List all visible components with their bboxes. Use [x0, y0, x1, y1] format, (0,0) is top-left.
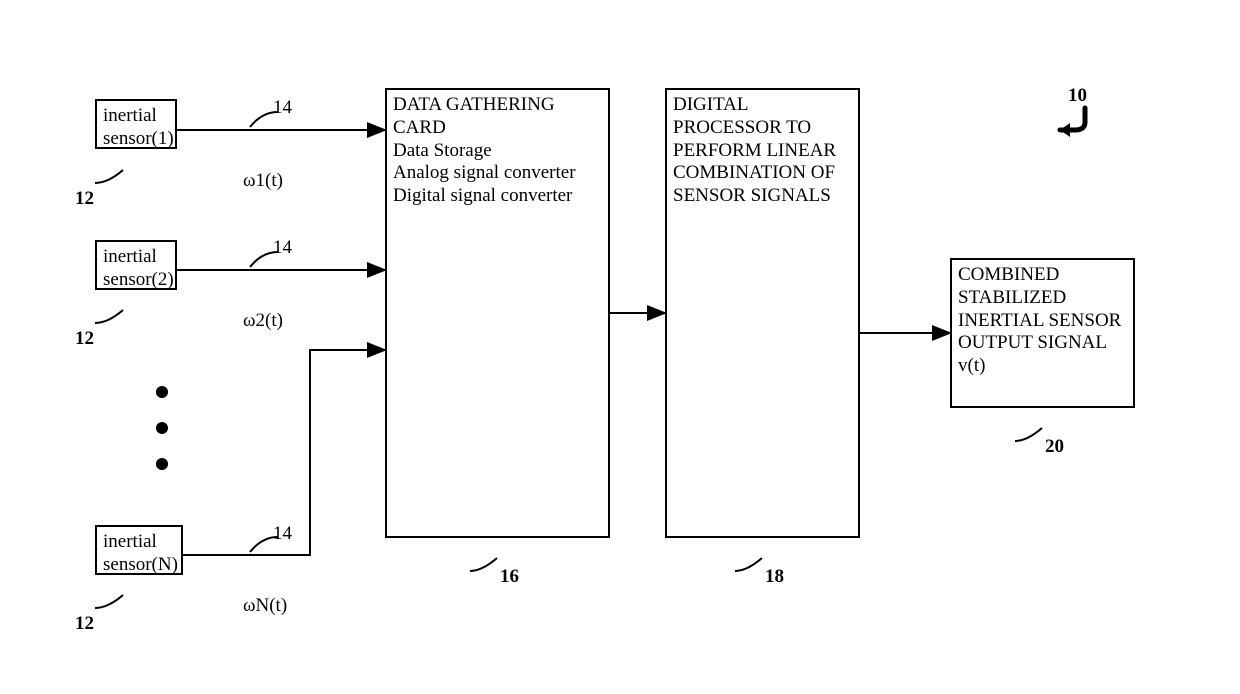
sensor-1-box: inertialsensor(1) — [95, 99, 177, 149]
sensor-ref-n: 12 — [75, 613, 94, 636]
ellipsis-dot-1 — [156, 386, 168, 398]
tick-12-n — [95, 595, 123, 608]
output-title: COMBINED STABILIZED INERTIAL SENSOR OUTP… — [958, 264, 1121, 353]
ellipsis-dot-2 — [156, 422, 168, 434]
data-card-ref: 16 — [500, 566, 519, 589]
data-card-line-0: Data Storage — [393, 140, 492, 161]
arrow-ref-2: 14 — [273, 237, 292, 260]
signal-1-label: ω1(t) — [243, 170, 283, 193]
signal-n-label: ωN(t) — [243, 595, 287, 618]
data-card-line-1: Analog signal converter — [393, 162, 576, 183]
tick-20 — [1015, 428, 1042, 441]
data-card-title: DATA GATHERING CARD — [393, 94, 555, 138]
tick-12-2 — [95, 310, 123, 323]
data-card-line-2: Digital signal converter — [393, 185, 572, 206]
sensor-ref-2: 12 — [75, 328, 94, 351]
data-card-box: DATA GATHERING CARD Data Storage Analog … — [385, 88, 610, 538]
sensor-n-label: inertialsensor(N) — [103, 531, 178, 575]
output-signal: v(t) — [958, 355, 985, 376]
arrow-ref-1: 14 — [273, 97, 292, 120]
diagram-canvas: { "figure_number_label": "10", "sensors"… — [0, 0, 1240, 694]
figure-number: 10 — [1068, 85, 1087, 108]
output-box: COMBINED STABILIZED INERTIAL SENSOR OUTP… — [950, 258, 1135, 408]
processor-box: DIGITAL PROCESSOR TO PERFORM LINEAR COMB… — [665, 88, 860, 538]
processor-ref: 18 — [765, 566, 784, 589]
tick-12-1 — [95, 170, 123, 183]
sensor-2-label: inertialsensor(2) — [103, 246, 174, 290]
sensor-1-label: inertialsensor(1) — [103, 105, 174, 149]
sensor-ref-1: 12 — [75, 188, 94, 211]
output-ref: 20 — [1045, 436, 1064, 459]
ellipsis-dot-3 — [156, 458, 168, 470]
tick-18 — [735, 558, 762, 571]
arrow-ref-n: 14 — [273, 523, 292, 546]
sensor-2-box: inertialsensor(2) — [95, 240, 177, 290]
signal-2-label: ω2(t) — [243, 310, 283, 333]
figure-hook-icon — [1060, 108, 1085, 137]
processor-title: DIGITAL PROCESSOR TO PERFORM LINEAR COMB… — [673, 94, 836, 206]
sensor-n-box: inertialsensor(N) — [95, 525, 183, 575]
tick-16 — [470, 558, 497, 571]
